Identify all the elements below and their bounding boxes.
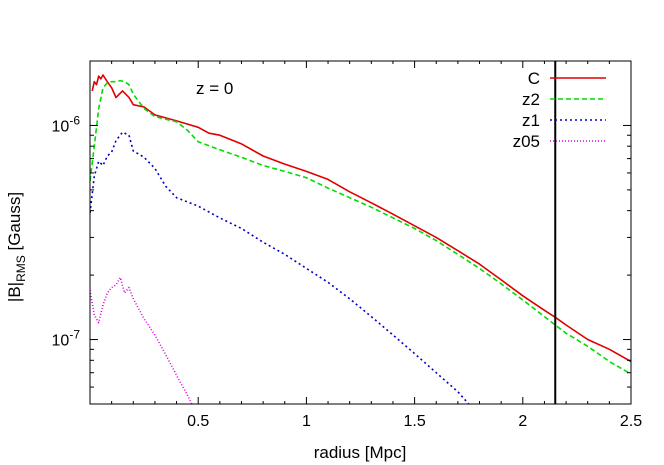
legend-label-C: C	[528, 69, 540, 88]
y-axis-label: |B|RMS [Gauss]	[5, 192, 28, 302]
legend-label-z2: z2	[522, 90, 540, 109]
y-tick-label: 10-7	[52, 328, 81, 350]
x-tick-label: 1.5	[403, 413, 425, 430]
plot-frame	[89, 60, 632, 405]
series-line-z05	[90, 276, 193, 404]
legend-label-z1: z1	[522, 111, 540, 130]
ticks-layer: 0.5 1 1.5 2 2.5 10-7 10-6	[52, 61, 642, 430]
y-axis-label-tail: [Gauss]	[5, 192, 24, 255]
x-tick-label: 2.5	[620, 413, 642, 430]
x-axis-label: radius [Mpc]	[314, 443, 407, 462]
series-line-C	[91, 74, 631, 363]
y-tick-label: 10-6	[52, 113, 81, 135]
series-line-z2	[90, 79, 631, 375]
legend-label-z05: z05	[513, 132, 540, 151]
series-layer	[90, 74, 631, 404]
x-tick-label: 2	[518, 413, 527, 430]
legend: Cz2 z1 z05	[513, 69, 606, 151]
y-axis-label-main: |B|	[5, 282, 24, 302]
x-tick-label: 1	[302, 413, 311, 430]
y-axis-label-sub: RMS	[14, 255, 28, 282]
redshift-annotation: z = 0	[196, 79, 233, 98]
series-line-z1	[90, 131, 470, 404]
x-tick-label: 0.5	[187, 413, 209, 430]
